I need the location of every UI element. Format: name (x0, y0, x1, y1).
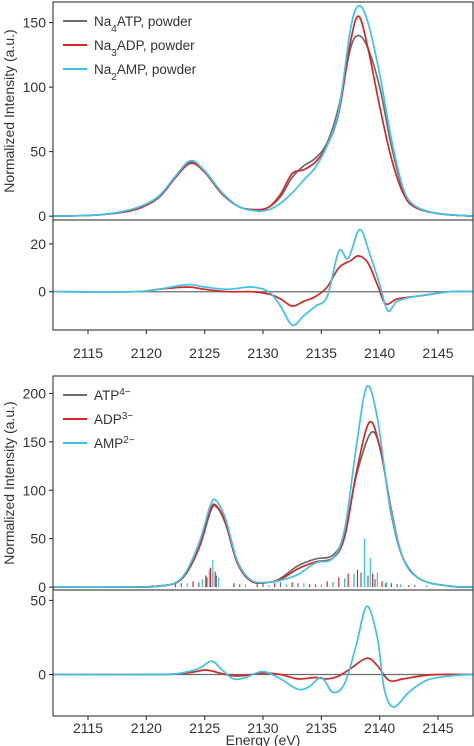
legend-item: ATP4− (63, 387, 131, 404)
series-line (53, 4, 473, 217)
legend-item: Na2AMP, powder (63, 62, 197, 83)
x-tick-label: 2145 (422, 720, 453, 736)
legend-item: AMP2− (63, 435, 135, 452)
legend-item: ADP3− (63, 411, 133, 428)
y-tick-label: 50 (30, 144, 46, 160)
y-tick-label: 50 (30, 531, 46, 547)
plot-area (53, 4, 473, 217)
legend-label: Na4ATP, powder (94, 14, 193, 35)
y-tick-label: 0 (38, 666, 46, 682)
y-tick-label: 100 (23, 79, 47, 95)
y-tick-label: 50 (30, 592, 46, 608)
legend-label: Na2AMP, powder (94, 62, 197, 83)
series-line (53, 657, 473, 683)
legend-item: Na3ADP, powder (63, 38, 195, 59)
x-tick-label: 2140 (364, 720, 395, 736)
x-tick-label: 2145 (422, 345, 453, 361)
y-tick-label: 150 (23, 15, 47, 31)
axes-frame (52, 589, 474, 717)
panel-bottom-difference: 0 50 2115 2120 2125 2130 2135 2140 2145 Energy (e… (30, 589, 474, 746)
y-tick-label: 100 (23, 482, 47, 498)
series-line (53, 430, 473, 589)
y-tick-label: 20 (30, 236, 46, 252)
legend-item: Na4ATP, powder (63, 14, 193, 35)
y-tick-label: 150 (23, 434, 47, 450)
panel-top-main: 0 50 100 150 Normalized Intensity (a.u.) Na4A… (1, 1, 474, 224)
axes-frame (52, 1, 474, 221)
legend-label: ADP3− (94, 411, 133, 428)
axes-frame (52, 219, 474, 331)
x-tick-label: 2125 (189, 720, 220, 736)
x-tick-label: 2135 (306, 345, 337, 361)
x-tick-label: 2120 (131, 720, 162, 736)
x-tick-label: 2135 (306, 720, 337, 736)
legend-label: ATP4− (94, 387, 131, 404)
panel-bottom-main: 0 50 100 150 200 Normalized Intensity (a.u.) A… (1, 375, 474, 595)
x-tick-label: 2115 (73, 720, 103, 736)
panel-top-difference: 0 20 2115 2120 2125 2130 2135 2140 2145 (30, 219, 474, 361)
y-tick-label: 0 (38, 284, 46, 300)
series-line (53, 15, 473, 217)
plot-area (53, 384, 473, 589)
legend: ATP4− ADP3− AMP2− (63, 387, 135, 452)
series-line (53, 228, 473, 327)
legend: Na4ATP, powder Na3ADP, powder Na2AMP, powd… (63, 14, 197, 83)
y-axis-title: Normalized Intensity (a.u.) (1, 401, 17, 564)
x-axis-title: Energy (eV) (226, 732, 301, 746)
y-tick-label: 0 (38, 208, 46, 224)
series-line (53, 255, 473, 307)
x-tick-label: 2140 (364, 345, 395, 361)
y-tick-label: 200 (23, 385, 47, 401)
series-line (53, 384, 473, 589)
axes-frame (52, 375, 474, 591)
legend-label: Na3ADP, powder (94, 38, 195, 59)
x-tick-label: 2130 (247, 345, 278, 361)
series-line (53, 605, 473, 708)
plot-area (53, 228, 473, 327)
x-tick-label: 2120 (131, 345, 162, 361)
x-tick-label: 2125 (189, 345, 220, 361)
x-tick-label: 2115 (73, 345, 103, 361)
y-axis-title: Normalized Intensity (a.u.) (1, 29, 17, 192)
legend-label: AMP2− (94, 435, 135, 452)
plot-area (53, 605, 473, 708)
y-tick-label: 0 (38, 579, 46, 595)
x-tick-label: 2130 (247, 720, 278, 736)
